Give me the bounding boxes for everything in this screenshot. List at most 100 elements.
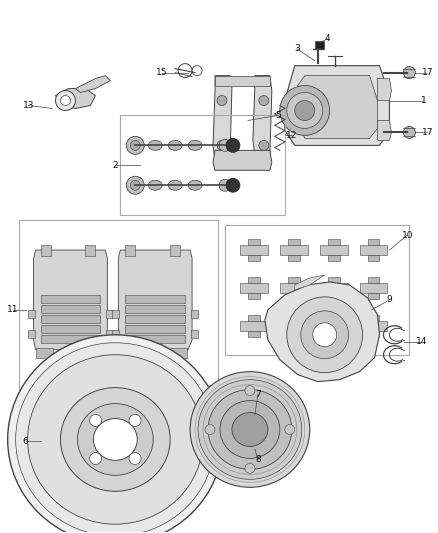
- Circle shape: [219, 140, 231, 151]
- Circle shape: [226, 178, 240, 192]
- Polygon shape: [328, 331, 339, 337]
- Circle shape: [129, 453, 141, 464]
- Bar: [314, 41, 324, 49]
- Ellipse shape: [232, 413, 268, 447]
- Circle shape: [217, 95, 227, 106]
- Circle shape: [280, 86, 330, 135]
- Circle shape: [403, 126, 415, 139]
- Circle shape: [245, 463, 255, 473]
- Circle shape: [403, 67, 415, 78]
- Polygon shape: [56, 88, 95, 109]
- Polygon shape: [288, 293, 300, 299]
- Text: 1: 1: [420, 96, 426, 105]
- Circle shape: [287, 297, 363, 373]
- Circle shape: [226, 139, 240, 152]
- Polygon shape: [328, 277, 339, 283]
- Circle shape: [287, 93, 323, 128]
- Polygon shape: [85, 348, 102, 358]
- Ellipse shape: [168, 140, 182, 150]
- Polygon shape: [248, 255, 260, 261]
- Text: 3: 3: [294, 44, 300, 53]
- Text: 17: 17: [422, 128, 433, 137]
- Polygon shape: [213, 76, 232, 160]
- Circle shape: [90, 415, 102, 426]
- Circle shape: [205, 424, 215, 434]
- Circle shape: [56, 91, 75, 110]
- Polygon shape: [240, 283, 268, 293]
- Polygon shape: [280, 321, 308, 331]
- Circle shape: [301, 311, 349, 359]
- Text: 6: 6: [23, 437, 28, 446]
- Bar: [225, 225, 410, 355]
- Polygon shape: [106, 330, 113, 338]
- Polygon shape: [41, 325, 100, 333]
- Polygon shape: [41, 305, 100, 313]
- Text: 11: 11: [7, 305, 18, 314]
- Text: 15: 15: [156, 68, 168, 77]
- Polygon shape: [120, 348, 137, 358]
- Circle shape: [60, 95, 71, 106]
- Polygon shape: [288, 277, 300, 283]
- Polygon shape: [367, 277, 379, 283]
- Text: 4: 4: [325, 34, 330, 43]
- Polygon shape: [28, 330, 35, 338]
- Polygon shape: [191, 330, 198, 338]
- Circle shape: [217, 140, 227, 150]
- Text: 13: 13: [23, 101, 34, 110]
- Polygon shape: [215, 76, 270, 86]
- Ellipse shape: [208, 390, 292, 470]
- Polygon shape: [360, 321, 388, 331]
- Polygon shape: [125, 335, 185, 343]
- Text: 17: 17: [422, 68, 433, 77]
- Text: 8: 8: [255, 455, 261, 464]
- Polygon shape: [125, 245, 135, 256]
- Polygon shape: [191, 310, 198, 318]
- Polygon shape: [125, 325, 185, 333]
- Polygon shape: [285, 66, 389, 146]
- Polygon shape: [328, 239, 339, 245]
- Polygon shape: [367, 315, 379, 321]
- Bar: [19, 220, 218, 394]
- Text: 12: 12: [286, 131, 297, 140]
- Text: 9: 9: [387, 295, 392, 304]
- Polygon shape: [112, 310, 119, 318]
- Polygon shape: [125, 305, 185, 313]
- Polygon shape: [320, 245, 348, 255]
- Polygon shape: [248, 239, 260, 245]
- Text: 14: 14: [416, 337, 427, 346]
- Circle shape: [285, 424, 295, 434]
- Circle shape: [126, 176, 144, 194]
- Ellipse shape: [8, 335, 223, 533]
- Polygon shape: [106, 310, 113, 318]
- Polygon shape: [320, 321, 348, 331]
- Circle shape: [259, 140, 269, 150]
- Circle shape: [219, 179, 231, 191]
- Polygon shape: [360, 245, 388, 255]
- Ellipse shape: [188, 180, 202, 190]
- Ellipse shape: [60, 387, 170, 491]
- Ellipse shape: [28, 355, 203, 524]
- Polygon shape: [367, 255, 379, 261]
- Polygon shape: [170, 348, 187, 358]
- Circle shape: [129, 415, 141, 426]
- Circle shape: [126, 136, 144, 155]
- Polygon shape: [298, 76, 378, 139]
- Polygon shape: [240, 245, 268, 255]
- Polygon shape: [28, 310, 35, 318]
- Polygon shape: [41, 315, 100, 323]
- Polygon shape: [85, 245, 95, 256]
- Ellipse shape: [220, 401, 280, 458]
- Polygon shape: [118, 250, 192, 350]
- Polygon shape: [288, 315, 300, 321]
- Polygon shape: [360, 283, 388, 293]
- Circle shape: [259, 95, 269, 106]
- Polygon shape: [378, 78, 392, 101]
- Polygon shape: [253, 76, 272, 155]
- Circle shape: [295, 101, 314, 120]
- Polygon shape: [328, 293, 339, 299]
- Polygon shape: [378, 120, 392, 140]
- Polygon shape: [248, 315, 260, 321]
- Polygon shape: [248, 331, 260, 337]
- Polygon shape: [34, 250, 107, 350]
- Circle shape: [90, 453, 102, 464]
